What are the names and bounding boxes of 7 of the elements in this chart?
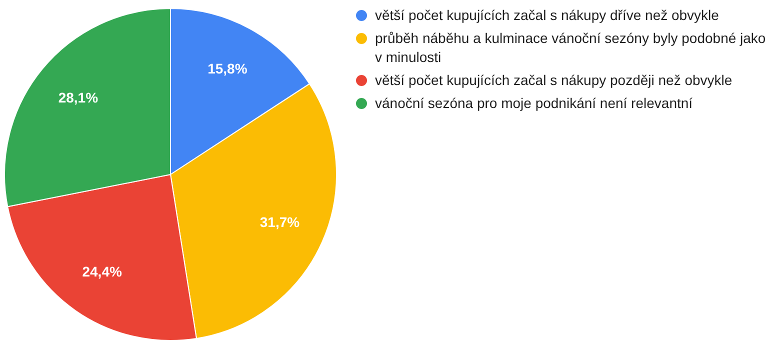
legend-label: větší počet kupujících začal s nákupy později než obvykle	[375, 71, 732, 90]
data-label: 24,4%	[82, 263, 122, 280]
data-label: 15,8%	[208, 60, 248, 76]
data-label: 31,7%	[260, 214, 300, 230]
legend-label: vánoční sezóna pro moje podnikání není relevantní	[375, 94, 693, 113]
legend-label: větší počet kupujících začal s nákupy dříve než obvykle	[375, 6, 719, 25]
data-label: 28,1%	[58, 89, 99, 106]
